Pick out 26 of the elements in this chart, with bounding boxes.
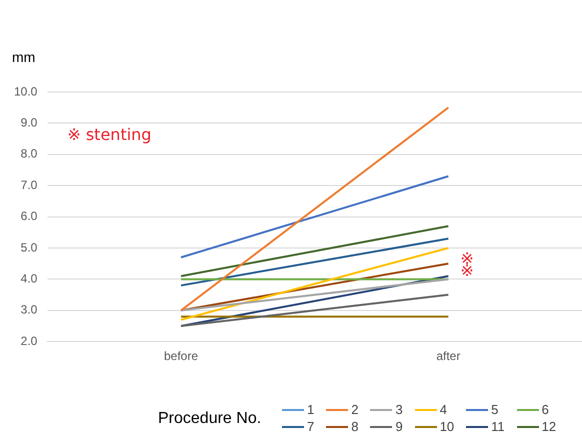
legend-label: 4 [440, 402, 447, 417]
legend-label: 11 [491, 419, 505, 434]
legend-label: 12 [542, 419, 556, 434]
y-tick-label: 9.0 [20, 116, 38, 130]
y-tick-label: 5.0 [20, 240, 38, 254]
legend-label: 3 [395, 402, 403, 417]
y-tick-label: 7.0 [20, 178, 38, 192]
y-tick-label: 4.0 [20, 272, 38, 286]
legend-label: 2 [351, 402, 358, 417]
y-tick-label: 8.0 [20, 146, 38, 161]
y-tick-label: 10.0 [14, 84, 38, 98]
legend-label: 1 [307, 402, 314, 417]
y-axis-title: mm [12, 48, 36, 65]
x-tick-label: after [436, 349, 460, 364]
y-tick-label: 2.0 [20, 334, 38, 348]
legend-label: 7 [307, 419, 314, 434]
x-axis-title: Procedure No. [158, 410, 262, 428]
y-tick-label: 3.0 [20, 302, 38, 317]
legend-label: 9 [395, 419, 403, 434]
legend-label: 10 [440, 419, 454, 434]
legend-label: 5 [491, 402, 498, 417]
x-tick-label: before [164, 349, 198, 364]
y-tick-label: 6.0 [20, 209, 38, 224]
annotation: ※ stenting [67, 124, 152, 144]
legend-label: 6 [542, 402, 549, 417]
legend-label: 8 [351, 419, 358, 434]
